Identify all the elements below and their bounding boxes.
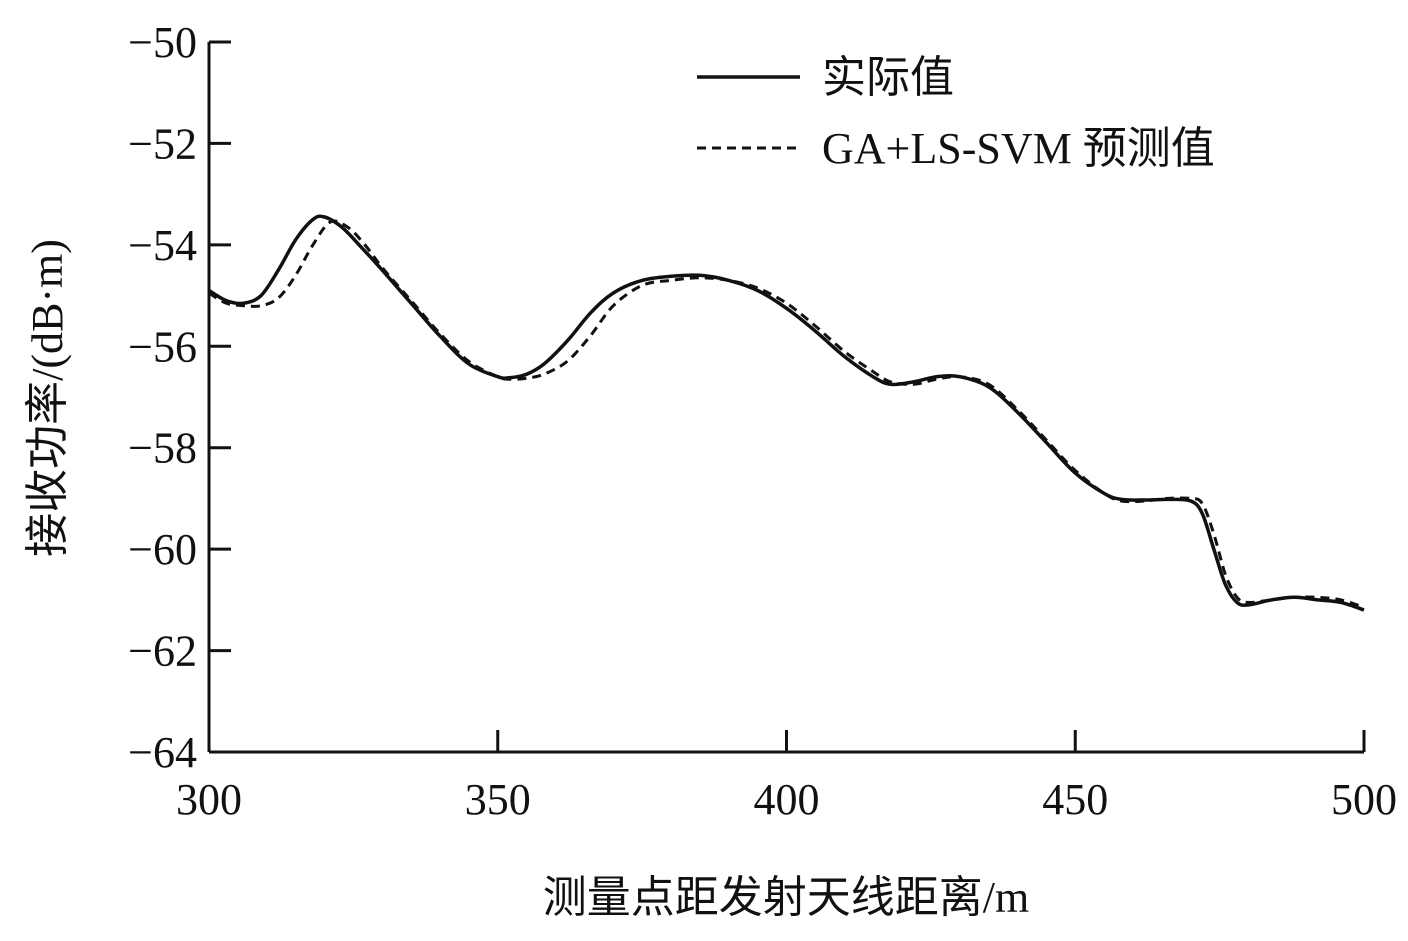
series-line-predicted [208, 219, 1365, 609]
x-tick-label: 500 [1331, 775, 1397, 824]
legend: 实际值 GA+LS-SVM 预测值 [697, 53, 1215, 173]
y-tick-label: −56 [128, 322, 197, 371]
series-lines [208, 214, 1365, 612]
y-tick-label: −50 [128, 18, 197, 67]
series-line-actual [208, 214, 1365, 612]
y-tick-label: −60 [128, 525, 197, 574]
y-tick-label: −54 [128, 221, 197, 270]
y-tick-label: −62 [128, 627, 197, 676]
y-tick-label: −64 [128, 728, 197, 777]
y-tick-label: −52 [128, 119, 197, 168]
y-tick-label: −58 [128, 424, 197, 473]
x-tick-label: 400 [754, 775, 820, 824]
legend-label: GA+LS-SVM 预测值 [822, 124, 1215, 173]
x-tick-label: 350 [465, 775, 531, 824]
x-tick-label: 300 [176, 775, 242, 824]
x-axis-title: 测量点距发射天线距离/m [543, 873, 1029, 922]
x-tick-label: 450 [1042, 775, 1108, 824]
legend-label: 实际值 [822, 53, 954, 102]
y-axis-title: 接收功率/(dB·m) [23, 239, 72, 557]
